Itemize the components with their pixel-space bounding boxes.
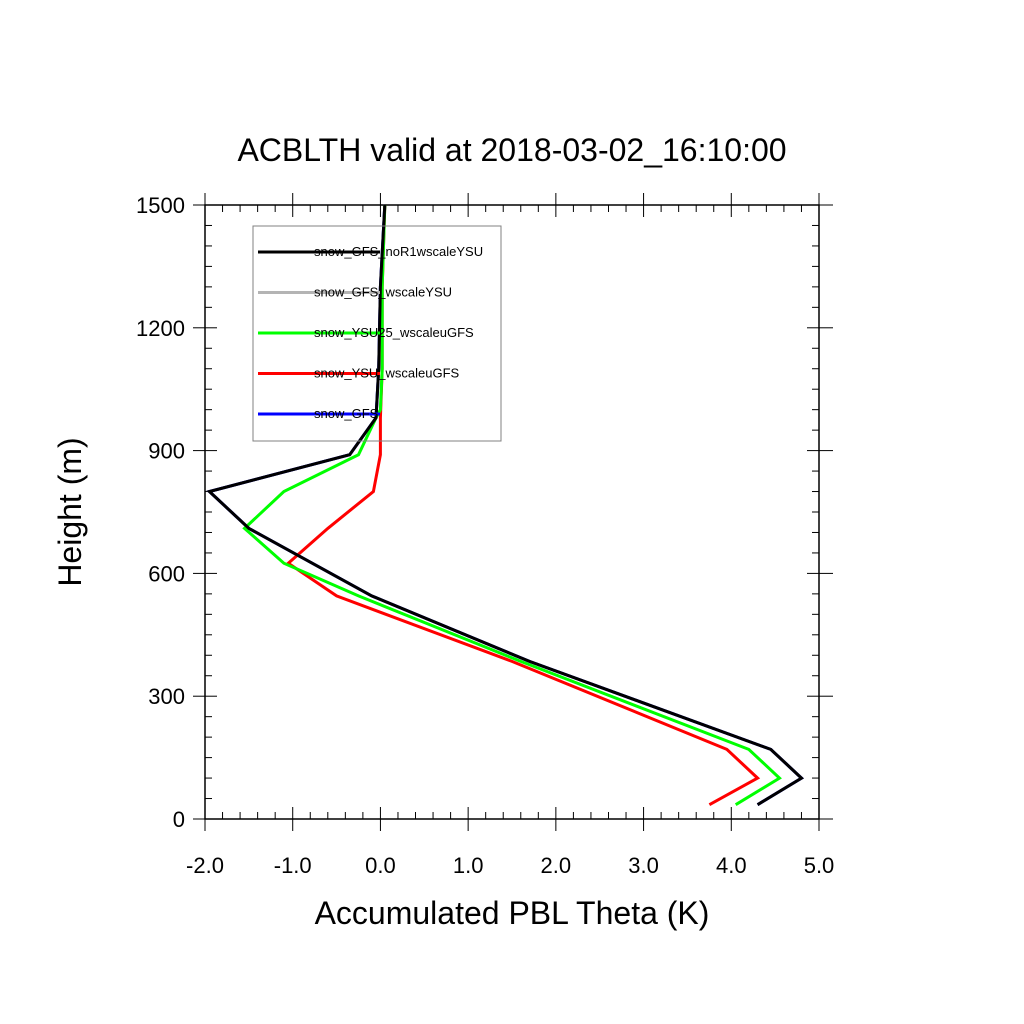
legend-label: snow_GFS_wscaleYSU [314, 285, 452, 300]
legend-item-snow-gfs: snow_GFS [258, 406, 380, 421]
x-tick-label: 4.0 [716, 853, 747, 878]
x-tick-label: 1.0 [453, 853, 484, 878]
legend-label: snow_GFS_noR1wscaleYSU [314, 244, 483, 259]
series-layer [206, 204, 804, 807]
x-tick-label: 2.0 [541, 853, 572, 878]
x-tick-label: -2.0 [186, 853, 224, 878]
legend-label: snow_YSU25_wscaleuGFS [314, 325, 474, 340]
series-line-snow-ysu25-wscaleugfs [242, 204, 782, 806]
ticks-layer [193, 193, 833, 831]
y-tick-label: 0 [173, 807, 185, 832]
y-axis-title: Height (m) [52, 437, 88, 586]
legend-item-snow-ysu-wscaleugfs: snow_YSU_wscaleuGFS [258, 366, 460, 381]
x-axis-title: Accumulated PBL Theta (K) [315, 895, 710, 931]
x-tick-label: 3.0 [628, 853, 659, 878]
legend-items: snow_GFS_noR1wscaleYSU snow_GFS_wscaleYSU… [258, 244, 483, 421]
legend-item-snow-gfs-nor1wscaleysu: snow_GFS_noR1wscaleYSU [258, 244, 483, 259]
legend-item-snow-ysu25-wscaleugfs: snow_YSU25_wscaleuGFS [258, 325, 474, 340]
x-tick-label: 5.0 [804, 853, 835, 878]
tick-labels-layer: -2.0 -1.0 0.0 1.0 2.0 3.0 4.0 5.0 0 300 600 900 1200… [136, 193, 834, 878]
x-tick-label: 0.0 [365, 853, 396, 878]
y-tick-label: 600 [148, 561, 185, 586]
chart-title: ACBLTH valid at 2018-03-02_16:10:00 [237, 132, 786, 168]
series-line-snow-gfs-nor1wscaleysu [206, 204, 804, 806]
legend-label: snow_GFS [314, 406, 379, 421]
y-tick-label: 1500 [136, 193, 185, 218]
x-tick-label: -1.0 [274, 853, 312, 878]
legend-box [252, 225, 502, 442]
legend-item-snow-gfs-wscaleysu: snow_GFS_wscaleYSU [258, 285, 452, 300]
legend-label: snow_YSU_wscaleuGFS [314, 366, 460, 381]
y-tick-label: 300 [148, 684, 185, 709]
y-tick-label: 1200 [136, 316, 185, 341]
legend: snow_GFS_noR1wscaleYSU snow_GFS_wscaleYSU… [252, 225, 502, 442]
y-tick-label: 900 [148, 439, 185, 464]
